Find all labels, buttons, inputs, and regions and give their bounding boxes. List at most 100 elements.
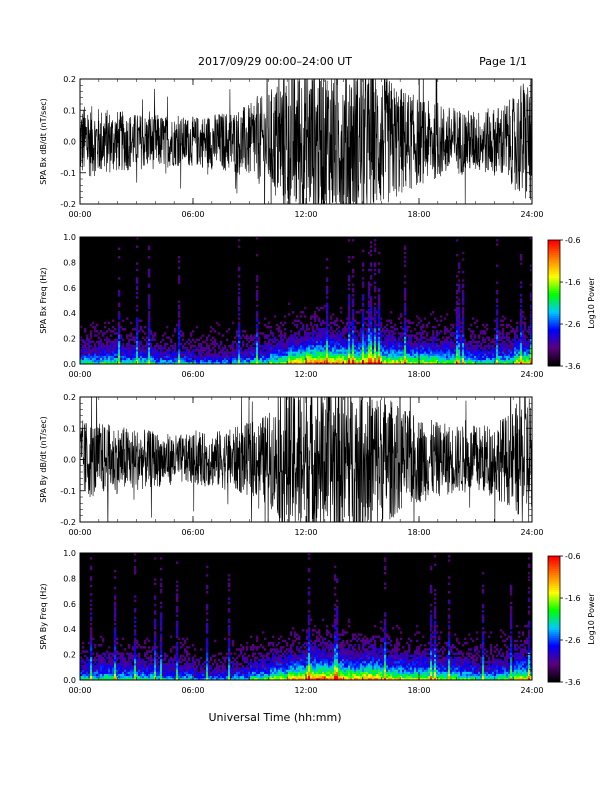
spectrogram-cell: [172, 673, 175, 677]
spectrogram-cell: [148, 256, 151, 259]
spectrogram-cell: [468, 359, 471, 363]
spectrogram-cell: [378, 289, 381, 293]
spectrogram-cell: [370, 277, 373, 280]
spectrogram-cell: [254, 355, 257, 358]
spectrogram-cell: [504, 353, 507, 356]
spectrogram-cell: [430, 313, 433, 316]
spectrogram-cell: [502, 344, 505, 348]
spectrogram-cell: [456, 275, 459, 278]
spectrogram-cell: [114, 675, 117, 679]
spectrogram-cell: [374, 334, 377, 337]
spectrogram-cell: [182, 667, 185, 670]
spectrogram-cell: [190, 675, 193, 679]
spectrogram-cell: [320, 328, 323, 331]
spectrogram-cell: [208, 357, 211, 361]
spectrogram-cell: [144, 665, 147, 668]
spectrogram-cell: [152, 353, 155, 356]
spectrogram-cell: [392, 353, 395, 356]
spectrogram-cell: [170, 665, 173, 668]
spectrogram-cell: [108, 654, 111, 658]
spectrogram-cell: [416, 347, 419, 350]
spectrogram-cell: [214, 353, 217, 356]
spectrogram-cell: [282, 342, 285, 346]
spectrogram-cell: [246, 353, 249, 356]
spectrogram-cell: [330, 336, 333, 339]
spectrogram-cell: [84, 663, 87, 666]
spectrogram-cell: [462, 319, 465, 322]
spectrogram-cell: [526, 361, 529, 364]
colorbar-swatch: [548, 315, 560, 319]
spectrogram-cell: [106, 665, 109, 668]
spectrogram-cell: [506, 338, 509, 342]
spectrogram-cell: [244, 355, 247, 358]
spectrogram-cell: [480, 355, 483, 358]
spectrogram-cell: [402, 342, 405, 346]
spectrogram-cell: [136, 340, 139, 344]
spectrogram-cell: [134, 340, 137, 344]
spectrogram-cell: [178, 349, 181, 352]
spectrogram-cell: [154, 660, 157, 664]
spectrogram-cell: [450, 334, 453, 337]
spectrogram-cell: [320, 351, 323, 354]
spectrogram-cell: [352, 315, 355, 318]
spectrogram-cell: [114, 349, 117, 352]
spectrogram-cell: [210, 357, 213, 361]
spectrogram-cell: [156, 351, 159, 354]
spectrogram-cell: [282, 344, 285, 348]
spectrogram-cell: [96, 349, 99, 352]
spectrogram-cell: [342, 342, 345, 346]
spectrogram-cell: [510, 347, 513, 350]
spectrogram-cell: [256, 275, 259, 278]
spectrogram-cell: [144, 325, 147, 329]
spectrogram-cell: [502, 349, 505, 352]
spectrogram-cell: [238, 323, 241, 327]
spectrogram-cell: [298, 332, 301, 335]
spectrogram-cell: [160, 669, 163, 672]
spectrogram-cell: [348, 321, 351, 325]
spectrogram-cell: [404, 313, 407, 316]
spectrogram-cell: [518, 342, 521, 346]
spectrogram-cell: [458, 330, 461, 333]
spectrogram-cell: [188, 361, 191, 364]
spectrogram-cell: [138, 359, 141, 363]
spectrogram-cell: [208, 677, 211, 680]
spectrogram-cell: [336, 336, 339, 339]
spectrogram-cell: [180, 342, 183, 346]
spectrogram-cell: [156, 675, 159, 679]
spectrogram-cell: [446, 357, 449, 361]
spectrogram-cell: [96, 677, 99, 680]
spectrogram-cell: [336, 349, 339, 352]
spectrogram-cell: [198, 353, 201, 356]
spectrogram-cell: [332, 353, 335, 356]
spectrogram-cell: [452, 361, 455, 364]
spectrogram-cell: [278, 328, 281, 331]
spectrogram-cell: [324, 304, 327, 308]
spectrogram-cell: [326, 302, 329, 306]
y-tick-label: 0.2: [63, 75, 76, 84]
spectrogram-cell: [460, 325, 463, 329]
spectrogram-cell: [128, 669, 131, 672]
spectrogram-cell: [330, 315, 333, 318]
spectrogram-cell: [190, 353, 193, 356]
spectrogram-cell: [278, 361, 281, 364]
spectrogram-cell: [300, 311, 303, 314]
spectrogram-cell: [468, 355, 471, 358]
spectrogram-cell: [148, 336, 151, 339]
spectrogram-cell: [382, 347, 385, 350]
spectrogram-cell: [474, 351, 477, 354]
spectrogram-cell: [156, 660, 159, 664]
spectrogram-cell: [122, 637, 125, 641]
spectrogram-cell: [98, 677, 101, 680]
x-tick-label: 00:00: [68, 210, 91, 219]
spectrogram-cell: [430, 361, 433, 364]
spectrogram-cell: [118, 323, 121, 327]
spectrogram-cell: [416, 344, 419, 348]
spectrogram-cell: [206, 336, 209, 339]
spectrogram-cell: [154, 656, 157, 660]
spectrogram-cell: [330, 325, 333, 329]
spectrogram-cell: [460, 321, 463, 325]
spectrogram-cell: [124, 656, 127, 660]
colorbar-swatch: [548, 353, 560, 356]
spectrogram-cell: [362, 298, 365, 301]
